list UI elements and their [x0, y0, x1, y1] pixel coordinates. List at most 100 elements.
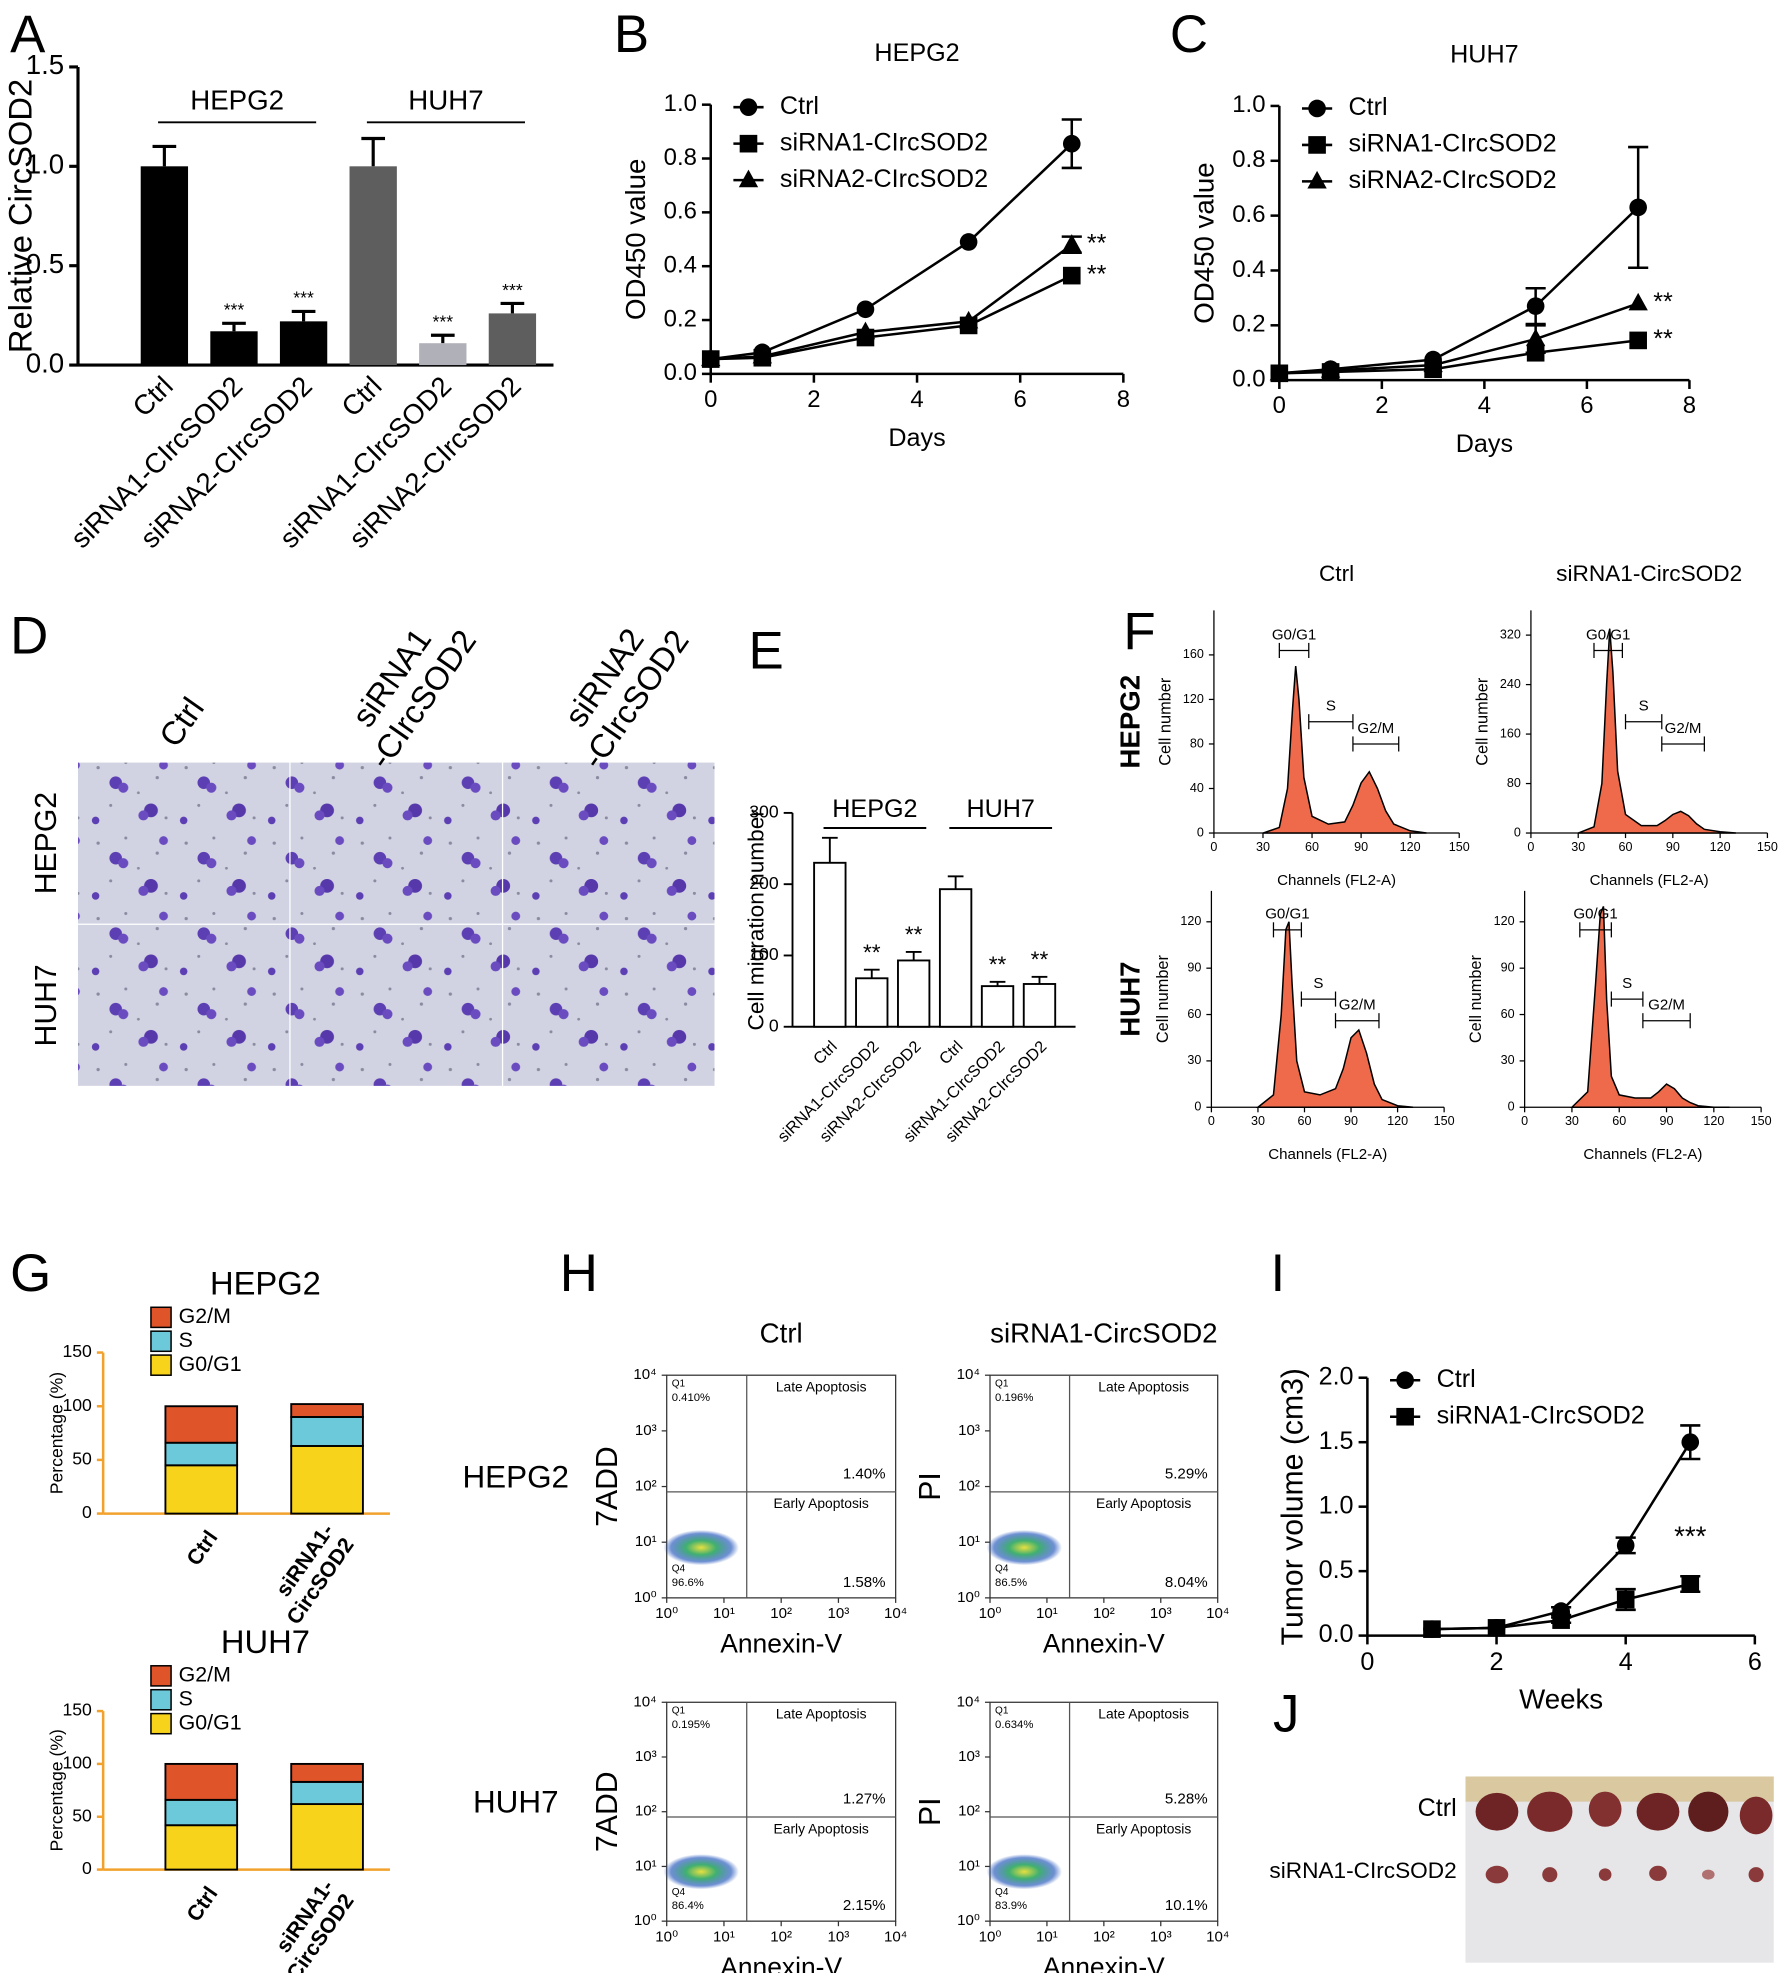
x-tick-label: 30	[1256, 840, 1270, 854]
cell-cloud	[986, 1529, 1063, 1566]
y-tick-label: 0.8	[664, 144, 697, 171]
gate-label: G2/M	[1648, 997, 1685, 1014]
series-line	[1279, 206, 1640, 375]
x-axis-label: Annexin-V	[720, 1629, 842, 1659]
gate-label: G0/G1	[1573, 906, 1617, 923]
x-tick-label: 10⁰	[979, 1928, 1002, 1945]
x-tick-label: siRNA1-CircSOD2	[261, 1875, 358, 1973]
y-tick-label: 0	[82, 1858, 92, 1878]
column-title: siRNA1-CircSOD2	[1556, 561, 1742, 586]
region-label: Early Apoptosis	[1096, 1495, 1191, 1511]
quadrant-name: Q1	[672, 1706, 686, 1717]
x-axis-label: Annexin-V	[720, 1952, 842, 1973]
x-tick-label: 6	[1748, 1648, 1762, 1676]
histogram	[1577, 628, 1736, 834]
bar-segment	[290, 1445, 364, 1515]
chart-title: HEPG2	[874, 39, 959, 67]
y-tick-label: 10¹	[958, 1857, 980, 1874]
marker	[701, 348, 721, 367]
tumor	[1475, 1792, 1519, 1831]
legend-label: G2/M	[179, 1304, 231, 1328]
y-axis-label: Cell number	[1473, 677, 1491, 766]
y-tick-label: 10²	[958, 1478, 980, 1495]
panel-letter: G	[10, 1244, 51, 1303]
x-tick-label: Ctrl	[182, 1526, 223, 1570]
quadrant-name: Q1	[995, 1706, 1009, 1717]
x-tick-label: 10⁰	[979, 1605, 1002, 1622]
quadrant-percent: 1.27%	[843, 1790, 886, 1807]
y-tick-label: 10³	[958, 1748, 980, 1765]
legend-label: G0/G1	[179, 1352, 242, 1376]
x-tick-label: 120	[1387, 1114, 1408, 1128]
significance: **	[863, 940, 881, 965]
column-label: Ctrl	[152, 691, 211, 754]
quadrant-percent: 5.29%	[1165, 1465, 1208, 1482]
y-axis-label: Cell number	[1156, 677, 1174, 766]
y-tick-label: 0.5	[26, 248, 64, 279]
y-tick-label: 1.5	[26, 49, 64, 80]
x-tick-label: Ctrl	[335, 370, 387, 422]
significance: ***	[502, 280, 523, 300]
y-tick-label: 0.8	[1232, 146, 1265, 173]
y-tick-label: 1.0	[1319, 1491, 1354, 1519]
legend-marker	[1308, 99, 1326, 118]
y-tick-label: 60	[1187, 1007, 1201, 1021]
tumor	[1636, 1792, 1680, 1831]
bar	[488, 313, 537, 366]
legend-label: siRNA2-CIrcSOD2	[780, 165, 988, 193]
region-label: Late Apoptosis	[776, 1706, 867, 1722]
row-label: HUH7	[30, 964, 63, 1046]
x-tick-label: 60	[1612, 1114, 1626, 1128]
bar	[1022, 983, 1057, 1028]
x-tick-label: 0	[704, 386, 717, 413]
row-label: HEPG2	[30, 792, 63, 894]
series-line	[1431, 1441, 1692, 1631]
marker	[856, 300, 875, 319]
x-tick-label: Ctrl	[810, 1038, 841, 1069]
gate-label: G2/M	[1665, 720, 1702, 737]
y-tick-label: 0.0	[664, 359, 697, 386]
y-tick-label: 10³	[635, 1422, 657, 1439]
row-label: HEPG2	[1114, 675, 1145, 769]
y-tick-label: 2.0	[1319, 1362, 1354, 1390]
y-tick-label: 0.4	[664, 252, 697, 279]
x-tick-label: 60	[1305, 840, 1319, 854]
y-tick-label: 30	[1187, 1053, 1201, 1067]
bar	[140, 166, 189, 366]
panel-letter: A	[10, 5, 46, 64]
significance: **	[905, 922, 923, 947]
y-tick-label: 200	[749, 873, 779, 893]
group-label: HEPG2	[190, 84, 284, 115]
y-tick-label: 30	[1501, 1053, 1515, 1067]
tumor	[1598, 1868, 1612, 1881]
quadrant-percent: 0.634%	[995, 1719, 1033, 1731]
y-tick-label: 10⁰	[634, 1589, 657, 1606]
bar	[980, 985, 1015, 1028]
quadrant-percent: 96.6%	[672, 1577, 704, 1589]
row-label: HEPG2	[462, 1459, 569, 1494]
quadrant-percent: 0.195%	[672, 1719, 710, 1731]
marker	[1616, 1590, 1635, 1609]
region-label: Early Apoptosis	[774, 1820, 869, 1836]
x-tick-label: 10²	[770, 1605, 792, 1622]
x-tick-label: 90	[1354, 840, 1368, 854]
x-axis-label: Channels (FL2-A)	[1268, 1146, 1387, 1163]
x-tick-label: 4	[1619, 1648, 1633, 1676]
legend-label: siRNA1-CIrcSOD2	[780, 128, 988, 156]
bar-segment	[290, 1403, 364, 1418]
significance: ***	[224, 300, 245, 320]
quadrant-percent: 83.9%	[995, 1900, 1027, 1912]
y-tick-label: 120	[1494, 914, 1515, 928]
significance: ***	[293, 288, 314, 308]
bar	[855, 977, 889, 1028]
bar-segment	[290, 1416, 364, 1447]
gate-label: S	[1326, 698, 1336, 715]
x-tick-label: 0	[1521, 1114, 1528, 1128]
y-tick-label: 0.2	[1232, 311, 1265, 338]
region-label: Late Apoptosis	[1098, 1378, 1189, 1394]
tumor	[1649, 1865, 1667, 1881]
y-tick-label: 10⁴	[633, 1366, 656, 1383]
y-tick-label: 0.0	[1319, 1620, 1354, 1648]
y-tick-label: 10⁰	[957, 1589, 980, 1606]
